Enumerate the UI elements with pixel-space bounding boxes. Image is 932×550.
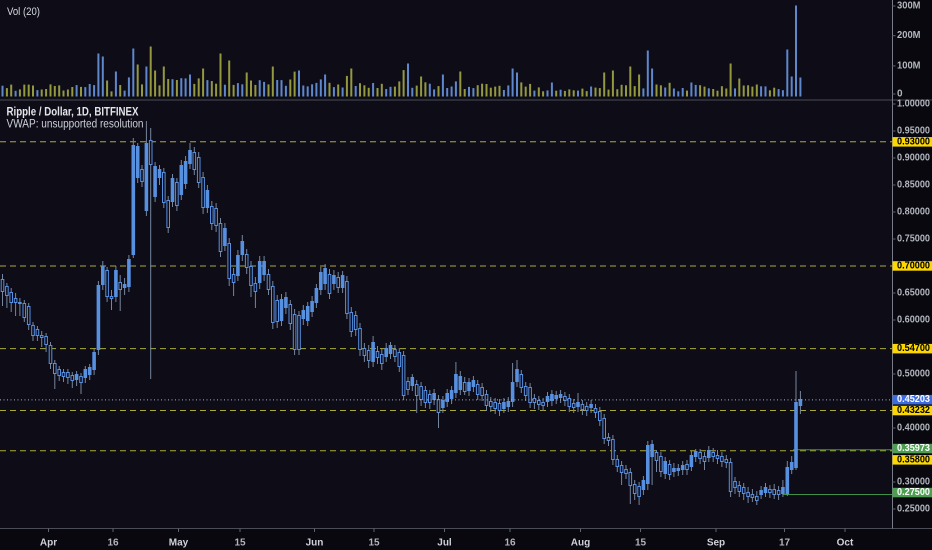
svg-text:Jul: Jul (437, 538, 452, 549)
svg-text:0.80000: 0.80000 (897, 207, 930, 218)
svg-text:Oct: Oct (837, 538, 854, 549)
svg-text:0.65000: 0.65000 (897, 288, 930, 299)
svg-text:0.95000: 0.95000 (897, 126, 930, 137)
svg-text:200M: 200M (897, 30, 921, 41)
svg-text:16: 16 (504, 538, 516, 549)
svg-text:0.35973: 0.35973 (897, 443, 930, 454)
svg-text:0.93000: 0.93000 (897, 136, 930, 147)
svg-text:100M: 100M (897, 60, 921, 71)
svg-text:0.40000: 0.40000 (897, 423, 930, 434)
svg-text:0: 0 (897, 89, 903, 100)
svg-text:May: May (169, 538, 189, 549)
svg-text:15: 15 (368, 538, 380, 549)
svg-text:0.35800: 0.35800 (897, 454, 930, 465)
svg-text:0.75000: 0.75000 (897, 234, 930, 245)
svg-text:0.60000: 0.60000 (897, 315, 930, 326)
svg-text:16: 16 (107, 538, 119, 549)
svg-text:0.30000: 0.30000 (897, 477, 930, 488)
svg-text:Jun: Jun (306, 538, 324, 549)
svg-text:15: 15 (234, 538, 246, 549)
svg-text:0.50000: 0.50000 (897, 369, 930, 380)
svg-text:17: 17 (779, 538, 791, 549)
svg-text:300M: 300M (897, 1, 921, 12)
svg-text:Apr: Apr (40, 538, 57, 549)
svg-text:15: 15 (635, 538, 647, 549)
svg-text:0.43232: 0.43232 (897, 405, 930, 416)
svg-text:1.00000: 1.00000 (897, 99, 930, 110)
svg-text:Sep: Sep (707, 538, 725, 549)
svg-text:0.90000: 0.90000 (897, 153, 930, 164)
svg-text:Ripple / Dollar, 1D, BITFINEX: Ripple / Dollar, 1D, BITFINEX (7, 107, 139, 119)
svg-text:0.45203: 0.45203 (897, 394, 930, 405)
svg-text:Aug: Aug (571, 538, 590, 549)
svg-text:0.27500: 0.27500 (897, 487, 930, 498)
svg-text:Vol (20): Vol (20) (7, 6, 40, 18)
svg-text:0.54700: 0.54700 (897, 343, 930, 354)
svg-text:0.70000: 0.70000 (897, 261, 930, 272)
svg-text:0.25000: 0.25000 (897, 504, 930, 515)
svg-text:0.85000: 0.85000 (897, 180, 930, 191)
svg-text:VWAP: unsupported resolution: VWAP: unsupported resolution (7, 119, 144, 131)
